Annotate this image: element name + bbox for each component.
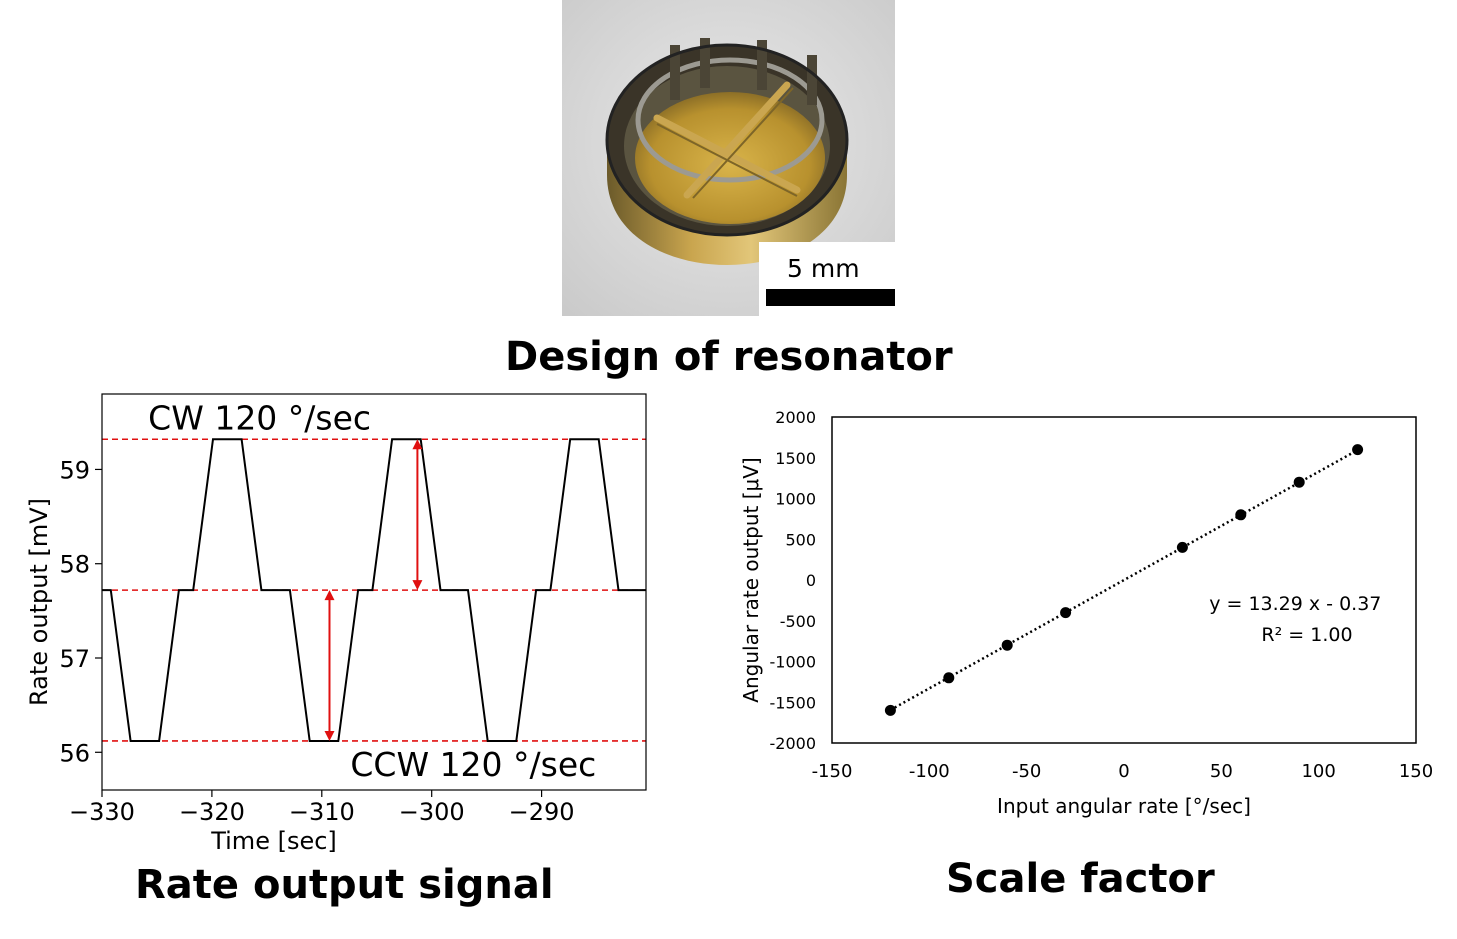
x-tick-label: −300 xyxy=(399,798,465,826)
x-axis-label: Input angular rate [°/sec] xyxy=(997,794,1251,818)
x-tick-label: −330 xyxy=(69,798,135,826)
y-tick-label: -1000 xyxy=(770,653,817,672)
data-point xyxy=(1060,607,1072,619)
arrow-head xyxy=(412,580,423,591)
y-tick-label: 57 xyxy=(59,645,90,673)
data-point xyxy=(884,704,896,716)
trendline xyxy=(889,448,1359,712)
y-axis-label: Rate output [mV] xyxy=(25,498,53,706)
y-tick-label: 56 xyxy=(59,739,90,767)
y-tick-label: 59 xyxy=(59,456,90,484)
x-tick-label: 0 xyxy=(1118,761,1129,782)
x-tick-label: 150 xyxy=(1399,761,1433,782)
arrow-head xyxy=(324,590,335,601)
data-point xyxy=(1352,444,1364,456)
scale-factor-svg: -150 -100 -50 0 50 100 150 -2000-1500-1000-500… xyxy=(739,408,1434,818)
x-tick-label: 50 xyxy=(1210,761,1233,782)
resonator-photo-drawing: 5 mm xyxy=(562,0,895,316)
plot-frame xyxy=(831,416,1417,744)
data-point xyxy=(1235,509,1247,521)
data-points xyxy=(884,444,1364,716)
y-tick-label: 2000 xyxy=(775,408,816,427)
x-tick-label: −320 xyxy=(179,798,245,826)
design-heading: Design of resonator xyxy=(505,334,953,380)
rate-heading: Rate output signal xyxy=(135,862,554,908)
y-tick-label: 58 xyxy=(59,551,90,579)
rate-output-chart: −330 −320 −310 −300 −290 56 57 58 59 CW 120 °/s… xyxy=(0,390,700,864)
x-tick-label: -150 xyxy=(812,761,853,782)
rate-output-svg: −330 −320 −310 −300 −290 56 57 58 59 CW 120 °/s… xyxy=(25,393,647,855)
scale-label: 5 mm xyxy=(787,254,860,283)
data-point xyxy=(1293,476,1305,488)
x-tick-label: −310 xyxy=(289,798,355,826)
y-tick-label: 500 xyxy=(785,530,816,549)
x-tick-label: -100 xyxy=(909,761,950,782)
data-point xyxy=(1001,639,1013,651)
y-tick-label: -1500 xyxy=(770,693,817,712)
x-tick-label: −290 xyxy=(509,798,575,826)
resonator-photo: 5 mm xyxy=(562,0,895,316)
y-tick-label: 1000 xyxy=(775,490,816,509)
rate-output-series xyxy=(102,438,646,742)
cw-annotation: CW 120 °/sec xyxy=(148,398,371,437)
x-axis-label: Time [sec] xyxy=(210,827,337,855)
annotation-arrows xyxy=(324,439,423,741)
y-ticks: 56 57 58 59 xyxy=(59,456,102,767)
scale-bar xyxy=(766,289,895,306)
y-tick-label: -500 xyxy=(780,612,816,631)
arrow-head xyxy=(412,439,423,450)
data-point xyxy=(1176,541,1188,553)
y-tick-label: 0 xyxy=(806,571,816,590)
arrow-head xyxy=(324,730,335,741)
x-ticks: -150 -100 -50 0 50 100 150 xyxy=(812,761,1434,782)
y-ticks: -2000 -1500 -1000 -500 0 500 1000 1500 2000 xyxy=(770,408,817,753)
scale-factor-chart: -150 -100 -50 0 50 100 150 -2000 -1500 -1000 -500… xyxy=(720,395,1457,829)
y-tick-label: -2000 xyxy=(770,734,817,753)
ccw-annotation: CCW 120 °/sec xyxy=(350,745,596,784)
y-tick-label: 1500 xyxy=(775,449,816,468)
x-tick-label: 100 xyxy=(1301,761,1335,782)
trendline-equation: y = 13.29 x - 0.37 xyxy=(1209,593,1381,615)
data-point xyxy=(943,672,955,684)
scale-heading: Scale factor xyxy=(946,856,1215,902)
plot-frame xyxy=(101,393,647,791)
x-ticks: −330 −320 −310 −300 −290 xyxy=(69,790,575,826)
y-axis-label: Angular rate output [μV] xyxy=(739,457,763,702)
r-squared: R² = 1.00 xyxy=(1261,624,1352,646)
x-tick-label: -50 xyxy=(1012,761,1041,782)
